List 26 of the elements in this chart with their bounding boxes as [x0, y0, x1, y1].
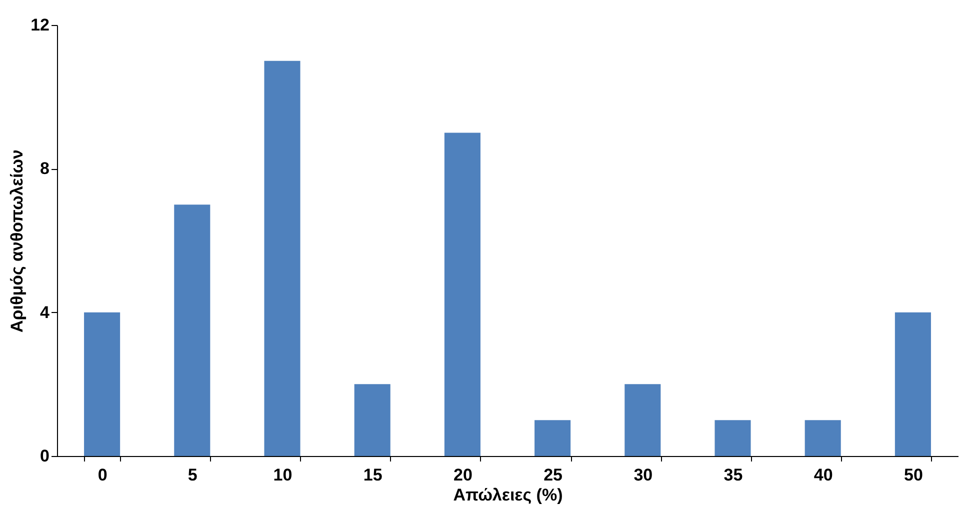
x-tick-label: 0 — [98, 466, 108, 484]
bar — [894, 312, 931, 456]
y-tick-label: 12 — [30, 16, 50, 34]
x-tick-label: 30 — [634, 466, 653, 484]
y-tick-label: 0 — [40, 446, 50, 466]
bar — [534, 420, 571, 456]
y-tick-label: 8 — [40, 159, 50, 178]
bar — [804, 420, 841, 456]
bar — [624, 384, 661, 456]
bar — [84, 312, 120, 456]
bar — [444, 132, 480, 456]
bar — [354, 384, 390, 456]
x-axis-title: Απώλειες (%) — [453, 486, 563, 504]
y-axis-title: Αριθμός ανθοπωλείων — [8, 149, 27, 333]
y-tick-label: 4 — [40, 302, 50, 322]
bar — [714, 420, 751, 456]
x-tick-label: 10 — [273, 466, 292, 484]
x-tick-label: 5 — [188, 466, 198, 484]
x-tick-label: 25 — [544, 466, 563, 484]
x-tick-label: 35 — [724, 466, 743, 484]
bar — [264, 60, 300, 456]
x-tick-label: 15 — [363, 466, 382, 484]
x-tick-label: 50 — [904, 466, 923, 484]
bar — [174, 204, 210, 456]
x-tick-label: 40 — [814, 466, 833, 484]
x-tick-label: 20 — [453, 466, 472, 484]
